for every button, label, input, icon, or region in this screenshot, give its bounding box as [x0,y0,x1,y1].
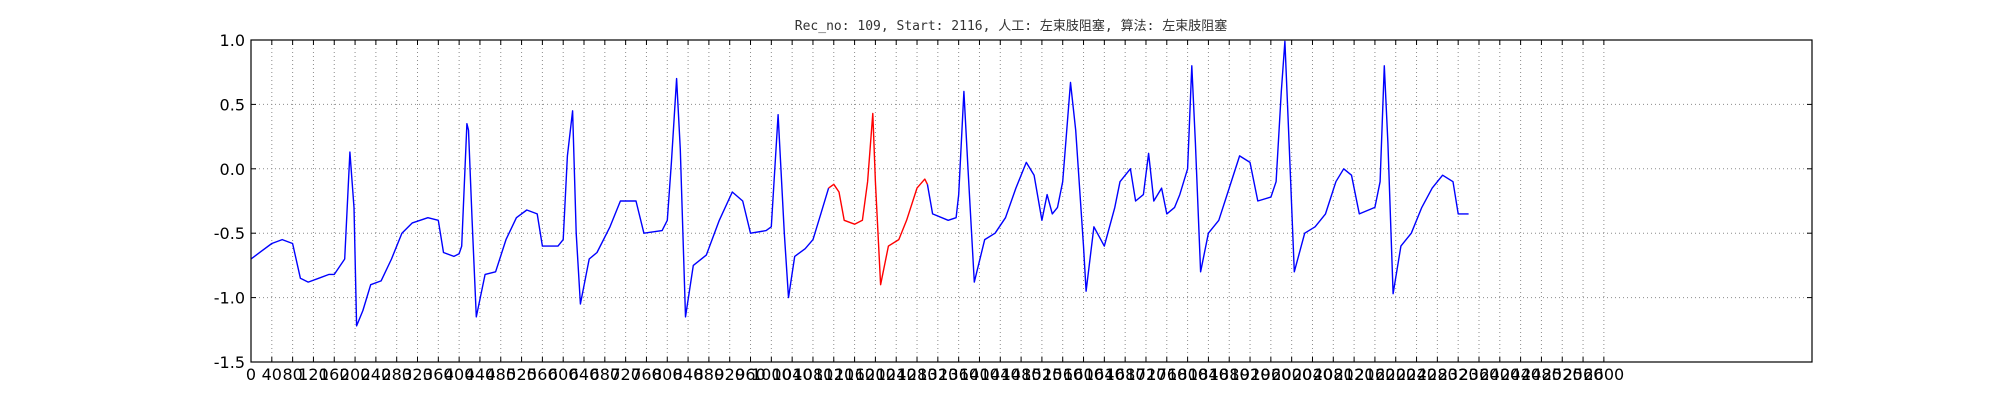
x-tick-label: 1760 [1146,365,1187,384]
x-tick-label: 80 [282,365,302,384]
x-tick-label: 2440 [1500,365,1541,384]
x-tick-label: 480 [485,365,516,384]
trace-layer [250,40,1469,327]
x-tick-label: 600 [548,365,579,384]
x-tick-label: 1520 [1022,365,1063,384]
x-tick-label: 2280 [1417,365,1458,384]
x-tick-label: 560 [527,365,558,384]
x-tick-label: 1480 [1001,365,1042,384]
x-tick-label: 240 [361,365,392,384]
x-tick-label: 320 [402,365,433,384]
x-tick-label: 680 [590,365,621,384]
y-tick-label: -1.5 [214,353,245,372]
x-tick-label: 1360 [938,365,979,384]
x-tick-label: 360 [423,365,454,384]
x-tick-label: 1040 [772,365,813,384]
x-tick-label: 880 [694,365,725,384]
y-tick-label: 0.5 [220,95,245,114]
ecg-trace-segment-2 [828,112,929,286]
grid-layer [250,39,1812,363]
x-tick-label: 120 [298,365,329,384]
x-tick-label: 760 [631,365,662,384]
x-tick-label: 2240 [1396,365,1437,384]
x-tick-label: 840 [673,365,704,384]
x-tick-label: 2200 [1375,365,1416,384]
x-tick-label: 1240 [876,365,917,384]
x-tick-label: 2080 [1313,365,1354,384]
x-tick-label: 2560 [1563,365,1604,384]
x-tick-label: 2600 [1584,365,1625,384]
x-tick-label: 1960 [1250,365,1291,384]
x-tick-label: 1920 [1230,365,1271,384]
x-tick-label: 800 [652,365,683,384]
x-tick-label: 440 [465,365,496,384]
y-tick-label: -1.0 [214,289,245,308]
x-tick-label: 2480 [1521,365,1562,384]
x-tick-label: 1880 [1209,365,1250,384]
x-tick-label: 2120 [1334,365,1375,384]
x-tick-label: 720 [610,365,641,384]
ecg-trace-segment-3 [926,40,1469,295]
x-tick-label: 2400 [1479,365,1520,384]
x-tick-label: 1600 [1063,365,1104,384]
x-tick-label: 960 [735,365,766,384]
x-tick-label: 1840 [1188,365,1229,384]
x-tick-label: 520 [506,365,537,384]
x-tick-label: 1000 [751,365,792,384]
x-tick-label: 160 [319,365,350,384]
x-tick-label: 640 [569,365,600,384]
x-tick-label: 1440 [980,365,1021,384]
x-tick-label: 1320 [917,365,958,384]
x-tick-label: 2320 [1438,365,1479,384]
x-tick-label: 1280 [897,365,938,384]
x-tick-label: 1160 [834,365,875,384]
x-tick-label: 0 [246,365,256,384]
x-tick-label: 1560 [1042,365,1083,384]
y-tick-label: 1.0 [220,31,245,50]
x-tick-label: 1120 [813,365,854,384]
ticks-layer [250,39,1812,363]
x-tick-label: 1800 [1167,365,1208,384]
x-tick-label: 2360 [1459,365,1500,384]
x-tick-label: 200 [340,365,371,384]
x-tick-label: 1080 [793,365,834,384]
x-tick-label: 400 [444,365,475,384]
y-tick-label: -0.5 [214,224,245,243]
y-tick-label: 0.0 [220,160,245,179]
x-tick-label: 2160 [1355,365,1396,384]
x-tick-label: 2040 [1292,365,1333,384]
x-tick-label: 920 [714,365,745,384]
x-tick-label: 1680 [1105,365,1146,384]
x-tick-label: 1640 [1084,365,1125,384]
ecg-trace-segment-1 [250,77,830,327]
x-tick-label: 1720 [1126,365,1167,384]
x-tick-label: 40 [262,365,282,384]
x-tick-label: 2000 [1271,365,1312,384]
labels-layer: 0 40 8012016020024028032036040044048052056… [214,31,1624,384]
x-tick-label: 280 [381,365,412,384]
chart-title: Rec_no: 109, Start: 2116, 人工: 左束肢阻塞, 算法:… [795,18,1227,34]
x-tick-label: 2520 [1542,365,1583,384]
plot-frame [250,39,1813,363]
x-tick-label: 1200 [855,365,896,384]
x-tick-label: 1400 [959,365,1000,384]
